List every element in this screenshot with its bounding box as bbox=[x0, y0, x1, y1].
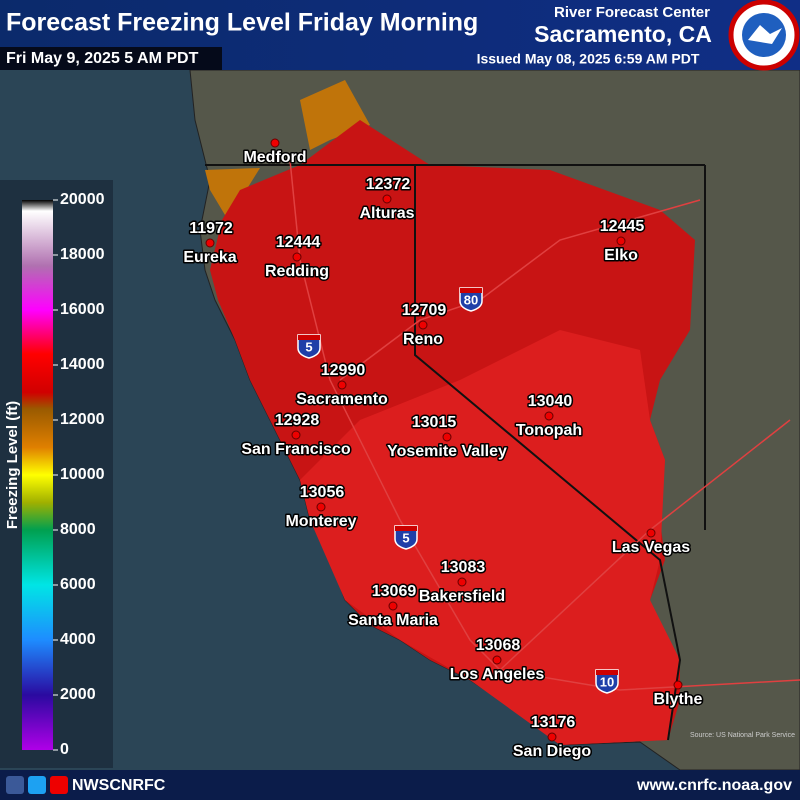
legend-tick-label: 10000 bbox=[60, 466, 105, 483]
legend-title: Freezing Level (ft) bbox=[4, 401, 21, 529]
orange-region bbox=[205, 168, 260, 215]
orange-region bbox=[300, 80, 370, 150]
city-dot bbox=[337, 380, 347, 390]
nws-logo bbox=[728, 0, 800, 71]
freezing-level-value: 12990 bbox=[321, 362, 366, 379]
legend-tick-label: 12000 bbox=[60, 411, 105, 428]
shield-top bbox=[395, 526, 417, 531]
color-scale bbox=[22, 200, 53, 750]
city-name: Yosemite Valley bbox=[387, 443, 507, 460]
city-name: Santa Maria bbox=[348, 612, 438, 629]
highways-lines bbox=[289, 159, 800, 691]
city-name: Elko bbox=[604, 247, 638, 264]
source-note: Source: US National Park Service bbox=[690, 732, 795, 739]
office: Sacramento, CA bbox=[534, 21, 712, 47]
valid-time: Fri May 9, 2025 5 AM PDT bbox=[6, 50, 199, 67]
city-name: Medford bbox=[243, 149, 306, 166]
shield bbox=[595, 669, 619, 694]
city-dot bbox=[205, 238, 215, 248]
city-dot bbox=[492, 655, 502, 665]
highway-number: 5 bbox=[305, 339, 312, 354]
city-name: Monterey bbox=[285, 513, 356, 530]
city-dot bbox=[442, 432, 452, 442]
legend-tick-label: 20000 bbox=[60, 191, 105, 208]
freezing-level-value: 11972 bbox=[189, 220, 233, 237]
legend-tick-label: 18000 bbox=[60, 246, 105, 263]
youtube-icon[interactable] bbox=[50, 776, 68, 794]
website[interactable]: www.cnrfc.noaa.gov bbox=[636, 777, 792, 794]
legend-tick-label: 0 bbox=[60, 741, 69, 758]
highway-shields: 5 80 5 10 bbox=[297, 287, 619, 694]
shield bbox=[459, 287, 483, 312]
city-dot bbox=[616, 236, 626, 246]
freezing-level-value: 13040 bbox=[528, 393, 573, 410]
shield bbox=[297, 334, 321, 359]
city-name: Blythe bbox=[654, 691, 703, 708]
city-dot bbox=[382, 194, 392, 204]
city-dot bbox=[418, 320, 428, 330]
freezing-level-value: 12709 bbox=[402, 302, 447, 319]
freezing-level-value: 13069 bbox=[372, 583, 417, 600]
facebook-icon[interactable] bbox=[6, 776, 24, 794]
city-name: San Francisco bbox=[241, 441, 351, 458]
city-name: Reno bbox=[403, 331, 443, 348]
city-dot bbox=[291, 430, 301, 440]
valid-bar bbox=[0, 47, 222, 70]
city-name: Eureka bbox=[183, 249, 236, 266]
highway-number: 5 bbox=[402, 530, 409, 545]
freezing-level-value: 13015 bbox=[412, 414, 457, 431]
shield-top bbox=[596, 670, 618, 675]
city-dot bbox=[646, 528, 656, 538]
city-dot bbox=[457, 577, 467, 587]
freezing-level-region bbox=[300, 330, 680, 745]
legend-tick-label: 6000 bbox=[60, 576, 96, 593]
legend-tick-label: 14000 bbox=[60, 356, 105, 373]
city-dot bbox=[270, 138, 280, 148]
city-dot bbox=[673, 680, 683, 690]
legend-panel bbox=[0, 180, 113, 768]
city-dot bbox=[388, 601, 398, 611]
cities: Medford 12372 Alturas 11972 Eureka 12444 Reddi… bbox=[182, 138, 704, 762]
city-name: Sacramento bbox=[296, 391, 388, 408]
highway-number: 80 bbox=[464, 292, 478, 307]
freezing-level-value: 13083 bbox=[441, 559, 486, 576]
legend-tick-label: 8000 bbox=[60, 521, 96, 538]
freezing-level-value: 12445 bbox=[600, 218, 645, 235]
city-dot bbox=[316, 502, 326, 512]
city-dot bbox=[547, 732, 557, 742]
freezing-level-value: 13176 bbox=[531, 714, 576, 731]
legend-tick-label: 2000 bbox=[60, 686, 96, 703]
agency: River Forecast Center bbox=[554, 4, 710, 21]
city-name: Las Vegas bbox=[612, 539, 690, 556]
highway-number: 10 bbox=[600, 674, 614, 689]
freezing-level-value: 12444 bbox=[276, 234, 321, 251]
city-name: Alturas bbox=[359, 205, 414, 222]
twitter-icon[interactable] bbox=[28, 776, 46, 794]
freezing-level-value: 13056 bbox=[300, 484, 345, 501]
freezing-level-value: 13068 bbox=[476, 637, 521, 654]
title: Forecast Freezing Level Friday Morning bbox=[6, 9, 478, 37]
city-name: Los Angeles bbox=[450, 666, 545, 683]
social-handle: NWSCNRFC bbox=[72, 777, 166, 794]
issued-time: Issued May 08, 2025 6:59 AM PDT bbox=[477, 51, 700, 67]
shield-top bbox=[460, 288, 482, 293]
city-name: Bakersfield bbox=[419, 588, 505, 605]
city-dot bbox=[544, 411, 554, 421]
shield-top bbox=[298, 335, 320, 340]
city-dot bbox=[292, 252, 302, 262]
shield bbox=[394, 525, 418, 550]
freezing-level-value: 12372 bbox=[366, 176, 411, 193]
city-name: Redding bbox=[265, 263, 329, 280]
legend-tick-label: 4000 bbox=[60, 631, 96, 648]
city-name: Tonopah bbox=[516, 422, 582, 439]
footer-bar bbox=[0, 770, 800, 800]
city-name: San Diego bbox=[513, 743, 591, 760]
legend-tick-label: 16000 bbox=[60, 301, 105, 318]
freezing-level-value: 12928 bbox=[275, 412, 320, 429]
legend-ticks: 0 2000 4000 6000 8000 10000 12000 14000 16000 180… bbox=[53, 191, 105, 758]
